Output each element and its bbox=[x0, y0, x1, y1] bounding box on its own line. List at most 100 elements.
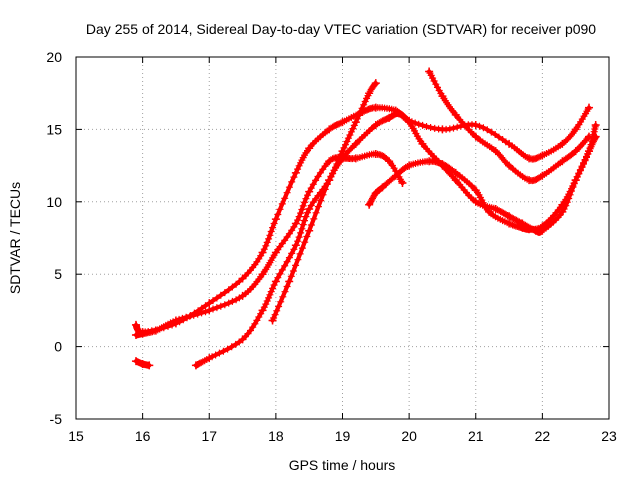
data-point bbox=[305, 144, 314, 153]
series-markers bbox=[132, 150, 406, 339]
data-point bbox=[571, 125, 580, 134]
data-point bbox=[591, 121, 600, 130]
data-point bbox=[271, 215, 280, 224]
data-point bbox=[138, 329, 147, 338]
y-tick-label: -5 bbox=[50, 411, 63, 427]
data-point bbox=[291, 219, 300, 228]
series-arc-4 bbox=[191, 79, 380, 370]
data-point bbox=[571, 176, 580, 185]
x-tick-label: 18 bbox=[268, 428, 284, 444]
data-point bbox=[471, 132, 480, 141]
x-tick-label: 23 bbox=[601, 428, 617, 444]
data-point bbox=[325, 125, 334, 134]
series-arc-3 bbox=[131, 150, 407, 340]
data-point bbox=[151, 326, 160, 335]
data-point bbox=[291, 241, 300, 250]
data-point bbox=[505, 212, 514, 221]
x-tick-label: 21 bbox=[468, 428, 484, 444]
data-point bbox=[371, 103, 380, 112]
data-point bbox=[205, 299, 214, 308]
data-point bbox=[438, 125, 447, 134]
data-point bbox=[438, 92, 447, 101]
data-point bbox=[371, 150, 380, 159]
data-point bbox=[571, 147, 580, 156]
data-point bbox=[171, 316, 180, 325]
data-point bbox=[405, 161, 414, 170]
data-point bbox=[438, 160, 447, 169]
y-tick-label: 5 bbox=[54, 266, 62, 282]
data-point bbox=[305, 226, 314, 235]
data-point bbox=[145, 361, 154, 370]
data-point bbox=[338, 154, 347, 163]
data-point bbox=[491, 147, 500, 156]
y-tick-label: 10 bbox=[46, 194, 62, 210]
data-point bbox=[385, 157, 394, 166]
data-point bbox=[505, 219, 514, 228]
data-point bbox=[378, 183, 387, 192]
data-point bbox=[238, 335, 247, 344]
data-point bbox=[525, 225, 534, 234]
data-point bbox=[371, 79, 380, 88]
data-point bbox=[585, 147, 594, 156]
series-arc-6 bbox=[365, 121, 600, 234]
data-point bbox=[505, 139, 514, 148]
x-tick-label: 17 bbox=[201, 428, 217, 444]
data-point bbox=[285, 277, 294, 286]
data-point bbox=[338, 118, 347, 127]
data-point bbox=[131, 357, 140, 366]
data-point bbox=[351, 154, 360, 163]
x-tick-label: 22 bbox=[535, 428, 551, 444]
data-point bbox=[518, 223, 527, 232]
series-trail bbox=[193, 81, 378, 368]
y-axis-label: SDTVAR / TECUs bbox=[7, 182, 23, 294]
data-point bbox=[471, 186, 480, 195]
data-point bbox=[351, 139, 360, 148]
data-point bbox=[405, 118, 414, 127]
data-point bbox=[325, 176, 334, 185]
series-markers bbox=[192, 79, 380, 369]
data-point bbox=[258, 248, 267, 257]
data-point bbox=[485, 207, 494, 216]
data-point bbox=[365, 200, 374, 209]
data-point bbox=[351, 118, 360, 127]
data-point bbox=[268, 316, 277, 325]
x-tick-label: 20 bbox=[401, 428, 417, 444]
axis-ticks: 15 16 17 18 19 20 21 22 23 -5 0 5 10 15 20 bbox=[46, 49, 617, 444]
x-tick-label: 16 bbox=[135, 428, 151, 444]
y-tick-label: 0 bbox=[54, 339, 62, 355]
data-point bbox=[371, 121, 380, 130]
data-point bbox=[258, 270, 267, 279]
data-point bbox=[558, 207, 567, 216]
data-point bbox=[305, 187, 314, 196]
data-point bbox=[391, 171, 400, 180]
data-point bbox=[558, 157, 567, 166]
data-point bbox=[138, 359, 147, 368]
data-point bbox=[505, 161, 514, 170]
data-point bbox=[471, 197, 480, 206]
data-point bbox=[451, 176, 460, 185]
data-point bbox=[425, 67, 434, 76]
data-point bbox=[205, 354, 214, 363]
y-tick-label: 15 bbox=[46, 121, 62, 137]
data-point bbox=[585, 132, 594, 141]
y-tick-label: 20 bbox=[46, 49, 62, 65]
data-point bbox=[418, 139, 427, 148]
data-point bbox=[371, 189, 380, 198]
series-trail bbox=[270, 111, 598, 323]
data-point bbox=[538, 151, 547, 160]
data-point bbox=[205, 306, 214, 315]
data-point bbox=[451, 168, 460, 177]
data-point bbox=[525, 176, 534, 185]
data-point bbox=[131, 331, 140, 340]
data-point bbox=[471, 121, 480, 130]
data-point bbox=[191, 361, 200, 370]
x-tick-label: 19 bbox=[335, 428, 351, 444]
series-arc-7 bbox=[425, 67, 594, 185]
data-point bbox=[558, 139, 567, 148]
series-trail bbox=[133, 151, 405, 338]
data-point bbox=[385, 113, 394, 122]
data-point bbox=[451, 110, 460, 119]
data-point bbox=[238, 274, 247, 283]
data-series bbox=[131, 67, 600, 370]
